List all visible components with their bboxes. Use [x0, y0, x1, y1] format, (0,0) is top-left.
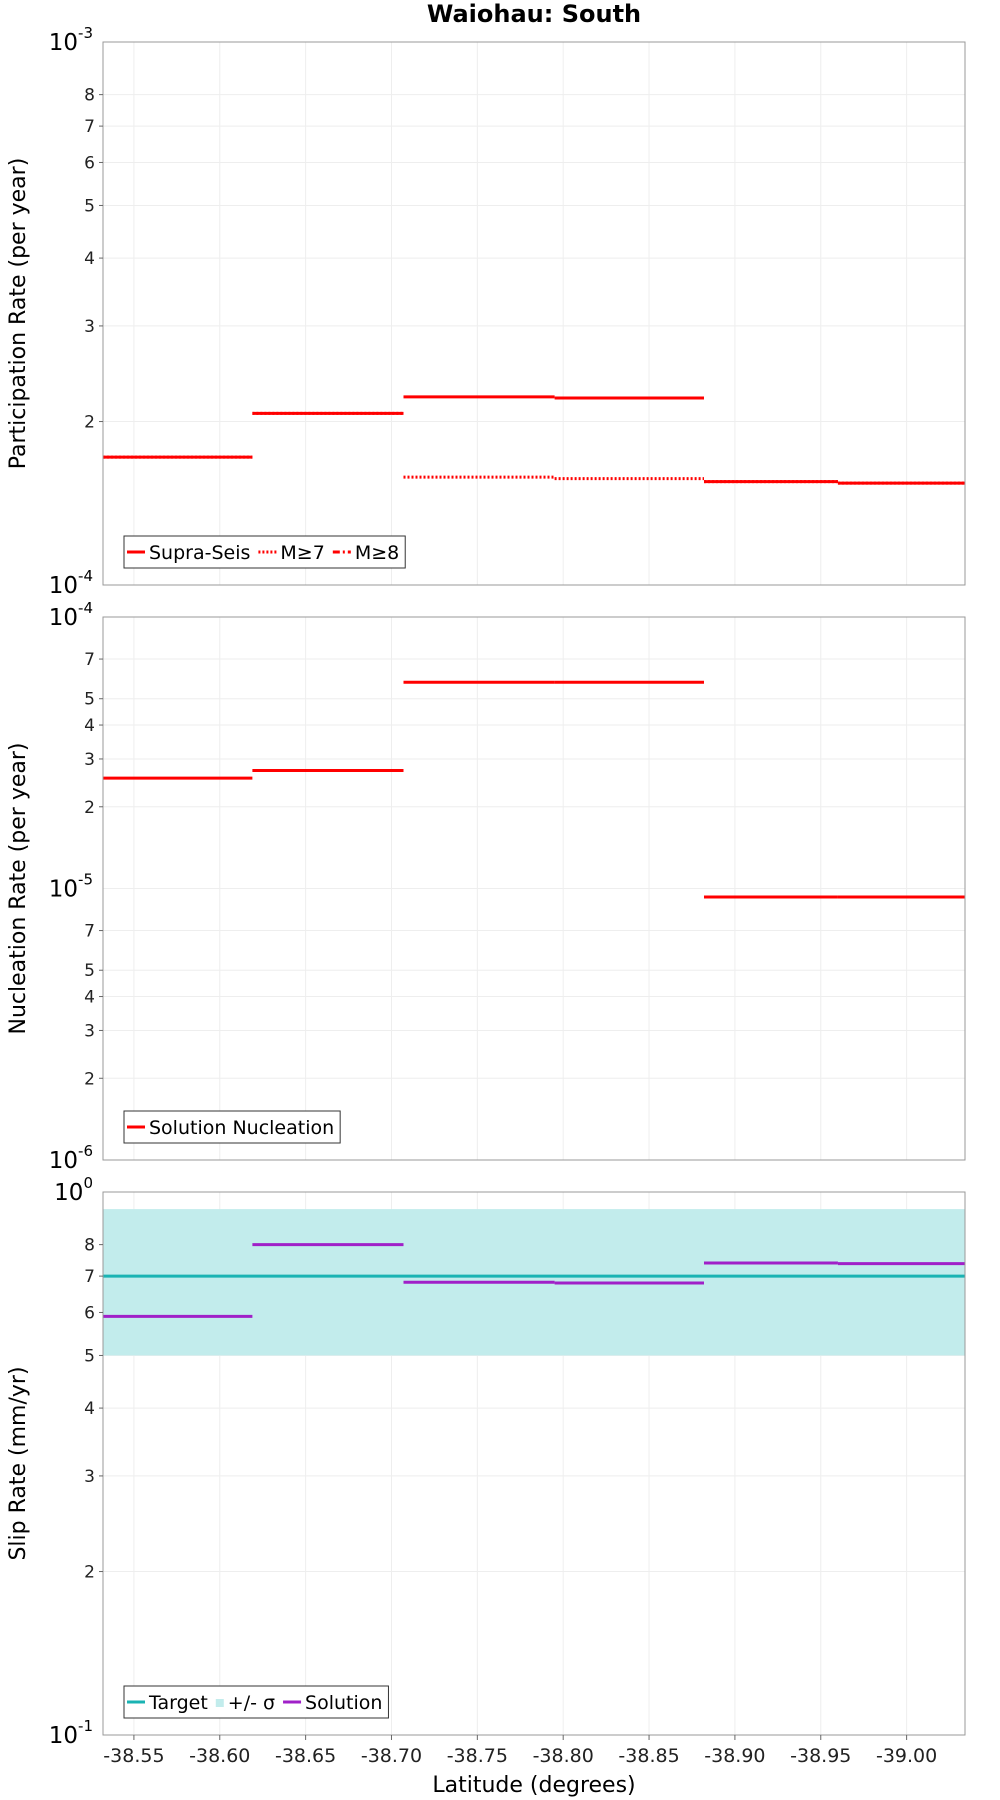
legend-label: +/- σ [228, 1692, 275, 1714]
legend-box [123, 535, 406, 569]
y-tick-label: 4 [84, 249, 95, 269]
y-tick-label: 7 [84, 922, 95, 942]
y-decade-label: 10-4 [49, 599, 93, 631]
x-tick-label: -38.70 [361, 1745, 422, 1767]
y-tick-label: 4 [84, 1399, 95, 1419]
y-tick-label: 6 [84, 153, 95, 173]
y-axis-label: Participation Rate (per year) [6, 158, 31, 470]
x-tick-label: -38.65 [275, 1745, 336, 1767]
y-tick-label: 3 [84, 750, 95, 770]
x-tick-label: -38.90 [704, 1745, 765, 1767]
y-decade-label: 10-1 [49, 1717, 93, 1749]
y-tick-label: 5 [84, 961, 95, 981]
y-decade-label: 10-6 [49, 1142, 93, 1174]
y-tick-label: 6 [84, 1303, 95, 1323]
series-m-7 [103, 411, 965, 485]
legend-label: Supra-Seis [149, 542, 250, 564]
y-tick-label: 5 [84, 1346, 95, 1366]
decade-exponent: -3 [78, 24, 93, 42]
decade-exponent: -6 [78, 1142, 93, 1160]
decade-base: 10 [49, 1723, 78, 1749]
decade-base: 10 [54, 1180, 83, 1206]
y-tick-label: 2 [84, 798, 95, 818]
legend: Supra-Seis M≥7 M≥8 [123, 535, 406, 569]
y-tick-label: 7 [84, 1267, 95, 1287]
decade-base: 10 [49, 605, 78, 631]
legend-label: M≥7 [280, 542, 324, 564]
x-tick-label: -38.85 [618, 1745, 679, 1767]
legend-swatch [215, 1699, 224, 1707]
x-tick-label: -38.75 [447, 1745, 508, 1767]
x-tick-label: -39.00 [876, 1745, 937, 1767]
y-tick-label: 8 [84, 86, 95, 106]
legend: Target +/- σ Solution [123, 1685, 389, 1719]
y-decade-label: 10-3 [49, 24, 93, 56]
plot-border [102, 41, 966, 586]
decade-exponent: -1 [78, 1717, 93, 1735]
series-solution-nucleation [103, 680, 965, 899]
y-tick-label: 2 [84, 413, 95, 433]
y-tick-label: 3 [84, 1467, 95, 1487]
decade-base: 10 [49, 573, 78, 599]
y-tick-label: 3 [84, 1021, 95, 1041]
y-tick-label: 4 [84, 716, 95, 736]
decade-base: 10 [49, 1148, 78, 1174]
chart-title: Waiohau: South [427, 0, 641, 28]
y-tick-label: 4 [84, 988, 95, 1008]
y-tick-label: 2 [84, 1069, 95, 1089]
legend-label: M≥8 [355, 542, 399, 564]
y-axis-label: Nucleation Rate (per year) [6, 743, 31, 1035]
series-solution [103, 1243, 965, 1318]
y-decade-label: 10-5 [49, 871, 93, 903]
x-tick-label: -38.60 [189, 1745, 250, 1767]
decade-base: 10 [49, 877, 78, 903]
plot-border [102, 1191, 966, 1736]
y-tick-label: 2 [84, 1563, 95, 1583]
plot-border [102, 616, 966, 1161]
y-tick-label: 8 [84, 1236, 95, 1256]
legend-label: Solution Nucleation [149, 1117, 334, 1139]
y-tick-label: 3 [84, 317, 95, 337]
decade-exponent: -5 [78, 871, 93, 889]
y-axis-label: Slip Rate (mm/yr) [6, 1366, 31, 1560]
y-tick-label: 7 [84, 117, 95, 137]
x-axis-label: Latitude (degrees) [432, 1773, 635, 1798]
y-decade-label: 100 [54, 1174, 93, 1206]
decade-exponent: -4 [78, 599, 93, 617]
plot-area [103, 42, 965, 585]
decade-exponent: 0 [83, 1174, 93, 1192]
legend: Solution Nucleation [123, 1110, 341, 1144]
x-tick-label: -38.55 [103, 1745, 164, 1767]
y-tick-label: 5 [84, 690, 95, 710]
legend-label: Solution [305, 1692, 382, 1714]
y-decade-label: 10-4 [49, 567, 93, 599]
y-tick-label: 7 [84, 650, 95, 670]
y-tick-label: 5 [84, 196, 95, 216]
legend-box [123, 1685, 389, 1719]
x-tick-label: -38.95 [790, 1745, 851, 1767]
x-tick-label: -38.80 [533, 1745, 594, 1767]
decade-base: 10 [49, 30, 78, 56]
legend-box [123, 1110, 341, 1144]
legend-label: Target [148, 1692, 208, 1714]
decade-exponent: -4 [78, 567, 93, 585]
